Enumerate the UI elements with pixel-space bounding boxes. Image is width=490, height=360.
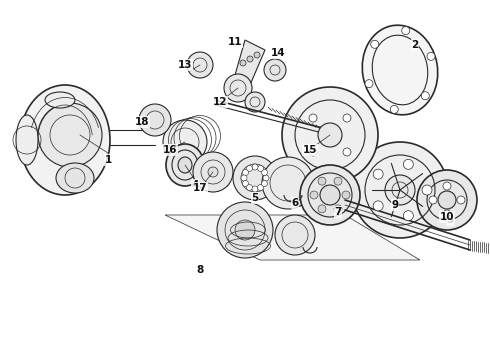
Circle shape: [371, 40, 379, 48]
Text: 5: 5: [251, 193, 259, 203]
Text: 1: 1: [104, 155, 112, 165]
Ellipse shape: [20, 85, 110, 195]
Circle shape: [402, 27, 410, 35]
Circle shape: [373, 169, 383, 179]
Polygon shape: [165, 215, 420, 260]
Text: 7: 7: [334, 207, 342, 217]
Circle shape: [263, 175, 269, 181]
Ellipse shape: [178, 157, 192, 173]
Text: 12: 12: [213, 97, 227, 107]
Circle shape: [235, 220, 255, 240]
Circle shape: [282, 87, 378, 183]
Circle shape: [365, 80, 373, 88]
Ellipse shape: [166, 144, 204, 186]
Text: 11: 11: [228, 37, 242, 47]
Circle shape: [247, 56, 253, 62]
Text: 8: 8: [196, 265, 204, 275]
Circle shape: [139, 104, 171, 136]
Circle shape: [246, 166, 252, 171]
Circle shape: [258, 166, 264, 171]
Text: 4: 4: [191, 180, 198, 190]
Circle shape: [187, 52, 213, 78]
Circle shape: [422, 185, 432, 195]
Circle shape: [252, 186, 258, 192]
Circle shape: [252, 164, 258, 170]
Text: 10: 10: [440, 212, 454, 222]
Text: 17: 17: [193, 183, 207, 193]
Text: 6: 6: [292, 198, 298, 208]
Circle shape: [438, 191, 456, 209]
Text: 18: 18: [135, 117, 149, 127]
Circle shape: [385, 175, 415, 205]
Circle shape: [163, 120, 207, 164]
Circle shape: [38, 103, 102, 167]
Circle shape: [318, 177, 326, 185]
Circle shape: [342, 191, 350, 199]
Circle shape: [262, 157, 314, 209]
Circle shape: [343, 148, 351, 156]
Circle shape: [318, 123, 342, 147]
Circle shape: [193, 152, 233, 192]
Text: 2: 2: [412, 40, 418, 50]
Text: 16: 16: [163, 145, 177, 155]
Circle shape: [421, 92, 429, 100]
Circle shape: [318, 205, 326, 213]
Circle shape: [243, 170, 248, 176]
Circle shape: [208, 167, 218, 177]
Circle shape: [443, 182, 451, 190]
Circle shape: [352, 142, 448, 238]
Circle shape: [334, 177, 342, 185]
Text: 14: 14: [270, 48, 285, 58]
Circle shape: [390, 105, 398, 113]
Circle shape: [243, 180, 248, 186]
Circle shape: [245, 92, 265, 112]
Circle shape: [457, 196, 465, 204]
Text: 9: 9: [392, 200, 398, 210]
Ellipse shape: [362, 25, 438, 115]
Circle shape: [427, 52, 435, 60]
Circle shape: [334, 205, 342, 213]
Circle shape: [240, 60, 246, 66]
Circle shape: [264, 59, 286, 81]
Circle shape: [417, 170, 477, 230]
Ellipse shape: [45, 92, 75, 108]
Circle shape: [310, 191, 318, 199]
Text: 15: 15: [303, 145, 317, 155]
Circle shape: [309, 114, 317, 122]
Circle shape: [262, 170, 268, 176]
Circle shape: [275, 215, 315, 255]
Ellipse shape: [56, 163, 94, 193]
Circle shape: [373, 201, 383, 211]
Circle shape: [262, 180, 268, 186]
Circle shape: [309, 148, 317, 156]
Circle shape: [224, 74, 252, 102]
Circle shape: [254, 52, 260, 58]
Circle shape: [300, 165, 360, 225]
Text: 3: 3: [446, 215, 454, 225]
Circle shape: [241, 175, 247, 181]
Circle shape: [233, 156, 277, 200]
Text: 13: 13: [178, 60, 192, 70]
Circle shape: [320, 185, 340, 205]
Circle shape: [403, 159, 414, 169]
Circle shape: [443, 210, 451, 218]
Circle shape: [217, 202, 273, 258]
Circle shape: [343, 114, 351, 122]
Polygon shape: [235, 40, 265, 85]
Circle shape: [246, 185, 252, 190]
Ellipse shape: [16, 115, 38, 165]
Circle shape: [403, 211, 414, 221]
Circle shape: [258, 185, 264, 190]
Circle shape: [429, 196, 437, 204]
